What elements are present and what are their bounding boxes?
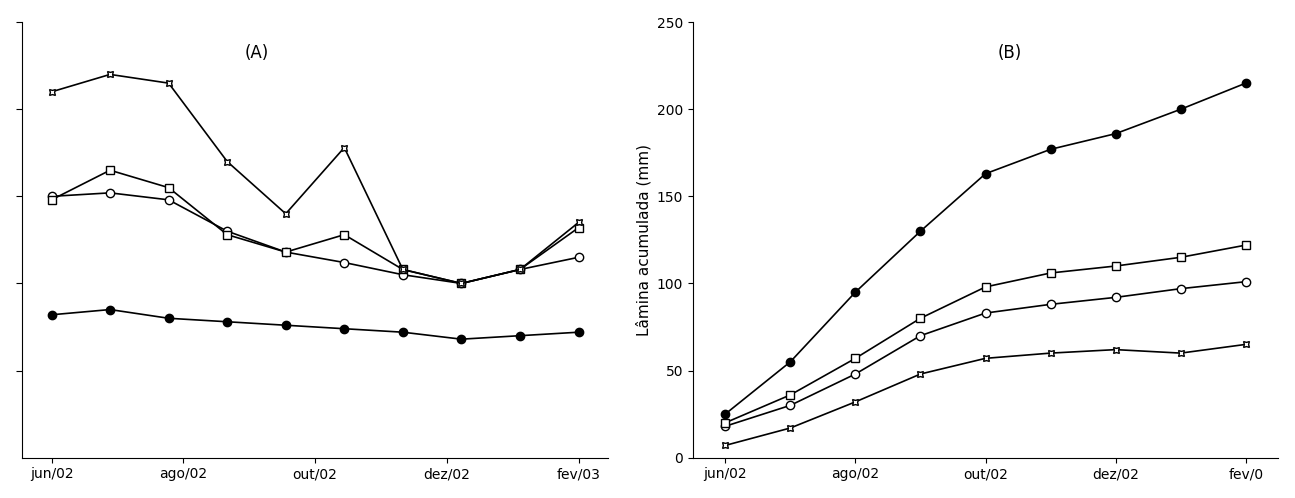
Text: (A): (A) (245, 44, 269, 62)
Text: (B): (B) (997, 44, 1022, 62)
Y-axis label: Lâmina acumulada (mm): Lâmina acumulada (mm) (636, 144, 651, 336)
